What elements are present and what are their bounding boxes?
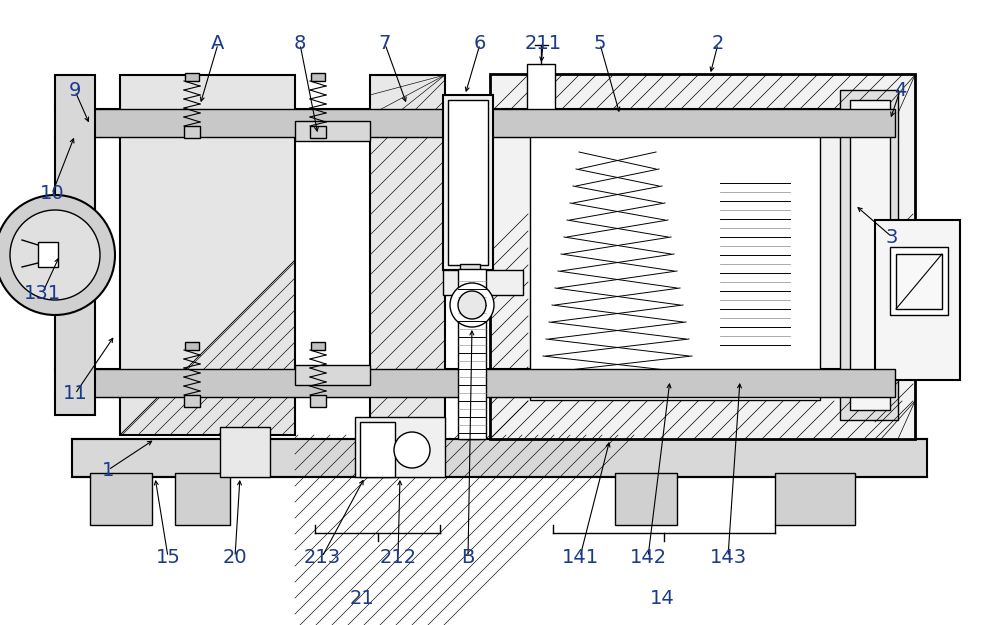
Text: 10: 10 xyxy=(40,184,64,203)
Bar xyxy=(310,395,326,407)
Circle shape xyxy=(458,291,486,319)
Text: 211: 211 xyxy=(524,34,562,53)
Circle shape xyxy=(394,432,430,468)
Bar xyxy=(443,270,523,295)
Bar xyxy=(184,126,200,138)
Bar xyxy=(530,112,820,400)
Bar xyxy=(55,109,895,137)
Bar xyxy=(55,75,95,415)
Text: 141: 141 xyxy=(561,548,599,567)
Text: 7: 7 xyxy=(379,34,391,53)
Bar xyxy=(527,64,555,112)
Bar xyxy=(355,417,445,477)
Bar xyxy=(850,100,890,410)
Text: 1: 1 xyxy=(102,461,114,479)
Bar xyxy=(890,247,948,315)
Circle shape xyxy=(450,283,494,327)
Text: 8: 8 xyxy=(294,34,306,53)
Bar xyxy=(38,242,58,267)
Bar xyxy=(220,427,270,477)
Text: 5: 5 xyxy=(594,34,606,53)
Text: 20: 20 xyxy=(223,548,247,567)
Bar xyxy=(840,90,898,420)
Text: 6: 6 xyxy=(474,34,486,53)
Circle shape xyxy=(10,210,100,300)
Text: 14: 14 xyxy=(650,589,674,608)
Bar xyxy=(72,439,927,477)
Text: 131: 131 xyxy=(23,284,61,303)
Text: B: B xyxy=(461,548,475,567)
Bar xyxy=(295,121,370,141)
Circle shape xyxy=(0,195,115,315)
Bar xyxy=(458,269,486,439)
Bar xyxy=(896,254,942,309)
Bar xyxy=(185,73,199,81)
Bar xyxy=(460,264,480,439)
Text: 11: 11 xyxy=(63,384,87,403)
Bar xyxy=(310,126,326,138)
Bar xyxy=(311,342,325,350)
Text: 4: 4 xyxy=(894,81,906,100)
Bar xyxy=(443,95,493,270)
Text: 143: 143 xyxy=(709,548,747,567)
Text: 9: 9 xyxy=(69,81,81,100)
Bar xyxy=(448,100,488,265)
Bar xyxy=(175,473,230,525)
Text: A: A xyxy=(211,34,225,53)
Text: 212: 212 xyxy=(379,548,417,567)
Bar xyxy=(120,75,295,435)
Bar xyxy=(55,369,895,397)
Bar xyxy=(185,342,199,350)
Bar xyxy=(370,75,445,435)
Bar xyxy=(360,422,395,477)
Bar xyxy=(295,365,370,385)
Bar xyxy=(875,220,960,380)
Bar xyxy=(615,473,677,525)
Text: 2: 2 xyxy=(712,34,724,53)
Text: 21: 21 xyxy=(350,589,374,608)
Text: 142: 142 xyxy=(629,548,667,567)
Bar xyxy=(490,74,915,439)
Bar xyxy=(184,395,200,407)
Bar xyxy=(775,473,855,525)
Bar xyxy=(90,473,152,525)
Text: 3: 3 xyxy=(886,228,898,247)
Bar xyxy=(311,73,325,81)
Text: 213: 213 xyxy=(303,548,341,567)
Text: 15: 15 xyxy=(156,548,180,567)
